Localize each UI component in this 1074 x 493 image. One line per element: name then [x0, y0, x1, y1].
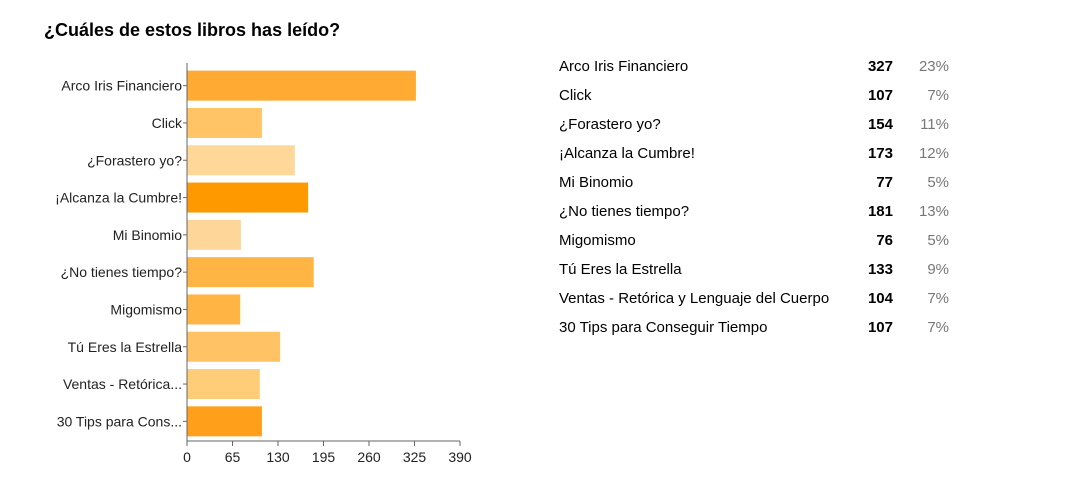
summary-table-body: Arco Iris Financiero 327 23% Click 107 7% ¿For… — [555, 52, 949, 342]
summary-label: Mi Binomio — [559, 174, 634, 191]
summary-label: Ventas - Retórica y Lenguaje del Cuerpo — [559, 290, 830, 307]
category-label: ¿Forastero yo? — [87, 152, 182, 168]
category-label: ¡Alcanza la Cumbre! — [55, 190, 182, 206]
summary-row: Tú Eres la Estrella 133 9% — [555, 255, 949, 284]
summary-label: ¿Forastero yo? — [559, 116, 661, 133]
summary-percent: 23% — [918, 58, 949, 75]
chart-title: ¿Cuáles de estos libros has leído? — [44, 20, 341, 40]
summary-row: ¿No tienes tiempo? 181 13% — [555, 197, 949, 226]
summary-percent: 13% — [918, 203, 949, 220]
summary-count: 77 — [876, 174, 893, 191]
category-label: Click — [152, 115, 183, 131]
summary-table: Arco Iris Financiero 327 23% Click 107 7% ¿For… — [555, 52, 949, 342]
x-tick-label: 260 — [357, 449, 381, 465]
summary-count: 154 — [867, 116, 893, 133]
category-label: Arco Iris Financiero — [61, 78, 182, 94]
bar — [187, 331, 281, 362]
bar — [187, 257, 314, 288]
x-tick-label: 325 — [403, 449, 427, 465]
summary-count: 173 — [867, 145, 893, 162]
bar — [187, 182, 309, 213]
summary-count: 107 — [867, 87, 893, 104]
category-label: 30 Tips para Cons... — [57, 413, 182, 429]
summary-row: Migomismo 76 5% — [555, 226, 949, 255]
summary-count: 181 — [867, 203, 893, 220]
summary-label: ¡Alcanza la Cumbre! — [559, 145, 695, 162]
summary-percent: 7% — [927, 319, 949, 336]
summary-percent: 9% — [927, 261, 949, 278]
summary-count: 107 — [867, 319, 893, 336]
summary-label: Tú Eres la Estrella — [559, 261, 682, 278]
summary-row: Arco Iris Financiero 327 23% — [555, 52, 949, 81]
summary-row: ¿Forastero yo? 154 11% — [555, 110, 949, 139]
x-tick-label: 390 — [448, 449, 472, 465]
summary-row: Mi Binomio 77 5% — [555, 168, 949, 197]
bar — [187, 219, 241, 250]
summary-count: 76 — [876, 232, 893, 249]
category-label: Migomismo — [110, 301, 182, 317]
summary-row: Ventas - Retórica y Lenguaje del Cuerpo 1… — [555, 284, 949, 313]
summary-count: 104 — [867, 290, 893, 307]
bar — [187, 70, 416, 101]
category-label: Tú Eres la Estrella — [68, 339, 183, 355]
summary-percent: 12% — [918, 145, 949, 162]
x-tick-label: 195 — [312, 449, 336, 465]
category-label: Ventas - Retórica... — [63, 376, 182, 392]
summary-percent: 7% — [927, 290, 949, 307]
category-label: ¿No tienes tiempo? — [61, 264, 183, 280]
x-tick-label: 130 — [266, 449, 290, 465]
summary-label: 30 Tips para Conseguir Tiempo — [559, 319, 768, 336]
bar — [187, 369, 260, 400]
x-tick-label: 0 — [183, 449, 191, 465]
summary-label: Arco Iris Financiero — [559, 58, 689, 75]
summary-percent: 7% — [927, 87, 949, 104]
summary-label: ¿No tienes tiempo? — [559, 203, 690, 220]
bar — [187, 406, 262, 437]
category-label: Mi Binomio — [113, 227, 182, 243]
x-tick-label: 65 — [225, 449, 241, 465]
bar-chart: Arco Iris Financiero Click ¿Forastero yo? ¡… — [55, 63, 472, 465]
summary-label: Click — [559, 87, 592, 104]
summary-percent: 11% — [920, 116, 949, 133]
summary-row: Click 107 7% — [555, 81, 949, 110]
bar — [187, 294, 241, 325]
summary-percent: 5% — [927, 174, 949, 191]
summary-row: ¡Alcanza la Cumbre! 173 12% — [555, 139, 949, 168]
summary-percent: 5% — [927, 232, 949, 249]
summary-row: 30 Tips para Conseguir Tiempo 107 7% — [555, 313, 949, 342]
summary-count: 133 — [867, 261, 893, 278]
bar — [187, 145, 295, 176]
summary-count: 327 — [867, 58, 893, 75]
bar — [187, 107, 262, 138]
summary-label: Migomismo — [559, 232, 636, 249]
